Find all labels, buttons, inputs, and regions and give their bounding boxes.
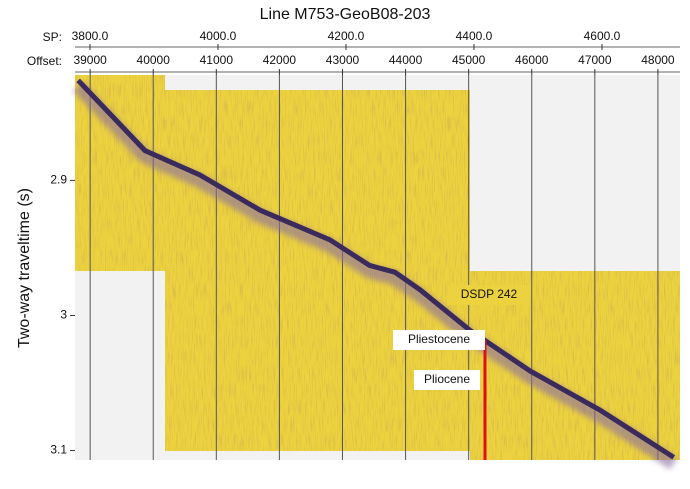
offset-tick-label: 41000 — [200, 53, 234, 67]
y-tick-label: 3 — [60, 308, 67, 322]
offset-tick-label: 39000 — [73, 53, 107, 67]
offset-tick-label: 43000 — [326, 53, 360, 67]
reflector-halo — [73, 81, 678, 470]
y-tick-label: 3.1 — [50, 443, 67, 457]
offset-tick-label: 40000 — [137, 53, 171, 67]
grid — [89, 75, 659, 460]
offset-tick-label: 48000 — [641, 53, 675, 67]
sp-axis-label: SP: — [43, 30, 62, 44]
annotation: Pliestocene — [408, 332, 470, 346]
sp-tick-label: 4600.0 — [584, 29, 621, 43]
offset-axis-label: Offset: — [27, 54, 62, 68]
label-bg — [448, 285, 530, 305]
label-bg — [393, 330, 485, 350]
offset-tick-label: 46000 — [515, 53, 549, 67]
y-tick-label: 2.9 — [50, 173, 67, 187]
mask — [165, 451, 470, 460]
annotation: DSDP 242 — [461, 287, 518, 301]
offset-tick-label: 44000 — [389, 53, 423, 67]
annotation: Pliocene — [424, 372, 470, 386]
offset-tick-label: 45000 — [452, 53, 486, 67]
seafloor-reflector — [76, 78, 676, 460]
sp-tick-label: 4200.0 — [328, 29, 365, 43]
mask — [470, 75, 680, 271]
sp-tick-label: 3800.0 — [72, 29, 109, 43]
mask — [75, 271, 165, 460]
offset-tick-label: 42000 — [263, 53, 297, 67]
plot — [73, 78, 678, 470]
mask — [165, 75, 470, 90]
offset-tick-label: 47000 — [578, 53, 612, 67]
y-axis-label: Two-way traveltime (s) — [16, 188, 33, 348]
label-bg — [414, 370, 480, 390]
sp-tick-label: 4000.0 — [200, 29, 237, 43]
sp-tick-label: 4400.0 — [456, 29, 493, 43]
chart-title: Line M753-GeoB08-203 — [260, 6, 431, 23]
